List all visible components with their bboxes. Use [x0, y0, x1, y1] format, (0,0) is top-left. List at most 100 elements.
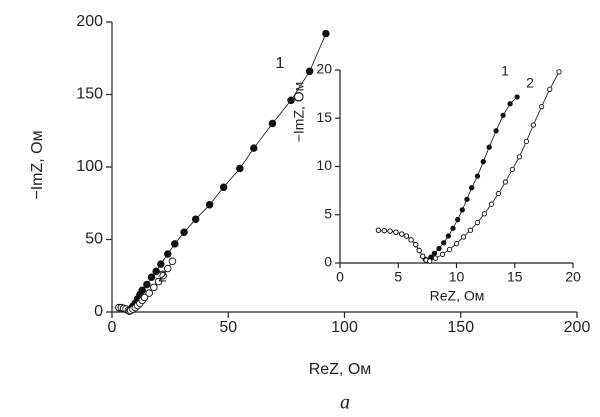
x-tick-label: 20 [565, 269, 581, 285]
data-point [305, 67, 314, 76]
data-point [459, 207, 465, 213]
data-point [445, 233, 451, 239]
data-point [493, 128, 499, 134]
data-point [154, 277, 163, 286]
series-line [378, 71, 560, 262]
series-label: 2 [158, 268, 167, 285]
data-point [168, 257, 177, 266]
x-axis-label: ReZ, Ом [430, 288, 485, 304]
y-axis-label: −ImZ, Ом [29, 130, 46, 199]
data-point [399, 231, 405, 237]
caption: a [340, 392, 350, 414]
data-point [460, 234, 467, 240]
series-label: 1 [275, 55, 284, 72]
data-point [427, 258, 433, 264]
data-point [152, 267, 160, 276]
y-tick-label: 20 [316, 61, 332, 77]
series-label: 1 [501, 63, 509, 79]
data-point [474, 219, 481, 226]
data-point [453, 241, 460, 247]
data-point [416, 247, 422, 254]
data-point [439, 251, 446, 257]
y-tick-label: 100 [76, 158, 103, 175]
data-point [468, 185, 475, 191]
data-point [509, 166, 516, 173]
x-tick-label: 50 [219, 319, 237, 336]
y-tick-label: 0 [324, 254, 332, 270]
data-point [436, 245, 442, 252]
data-point [431, 250, 438, 257]
data-point [441, 240, 447, 246]
data-point [147, 273, 156, 281]
data-point [138, 286, 146, 295]
data-point [486, 144, 492, 150]
series-label: 2 [526, 75, 534, 91]
data-point [514, 94, 520, 100]
data-point [446, 246, 453, 253]
data-point [145, 289, 153, 297]
x-axis-label: ReZ, Ом [309, 361, 372, 378]
data-point [481, 211, 488, 217]
x-tick-label: 150 [447, 319, 474, 336]
y-tick-label: 150 [76, 86, 103, 103]
data-point [420, 253, 426, 259]
data-point [180, 228, 188, 236]
y-tick-label: 10 [316, 157, 332, 173]
data-point [164, 264, 172, 273]
data-point [205, 200, 214, 209]
data-point [450, 225, 456, 231]
y-tick-label: 0 [94, 303, 103, 320]
data-point [464, 196, 470, 202]
y-tick-label: 5 [324, 205, 332, 221]
data-point [538, 104, 545, 110]
data-point [171, 240, 179, 248]
data-point [547, 86, 553, 92]
data-point [387, 228, 393, 234]
data-point [150, 283, 158, 292]
data-point [408, 237, 414, 243]
data-point [375, 227, 382, 233]
data-point [480, 159, 486, 165]
data-point [157, 260, 165, 268]
data-point [474, 173, 481, 179]
y-tick-label: 50 [85, 231, 103, 248]
data-point [488, 201, 495, 207]
data-point [403, 233, 410, 239]
data-point [455, 216, 461, 223]
y-tick-label: 200 [76, 13, 103, 30]
data-point [502, 179, 509, 185]
x-tick-label: 10 [449, 269, 465, 285]
data-point [159, 272, 167, 280]
x-tick-label: 0 [108, 319, 117, 336]
y-axis-label: −ImZ, Ом [291, 82, 307, 143]
data-point [393, 229, 399, 235]
data-point [164, 250, 172, 258]
data-point [432, 255, 439, 261]
data-point [523, 138, 530, 145]
data-point [556, 69, 562, 75]
data-point [530, 122, 537, 128]
chart: 0 5 10 15 20 0 5 10 15 20 ReZ, Ом −ImZ, Ом 1 2 [291, 61, 581, 304]
data-point [516, 154, 523, 160]
x-tick-label: 0 [336, 269, 344, 285]
x-tick-label: 100 [331, 319, 358, 336]
data-point [413, 242, 419, 248]
data-point [322, 29, 330, 38]
data-point [219, 183, 228, 192]
data-point [507, 101, 513, 107]
data-point [191, 215, 200, 223]
data-point [287, 96, 295, 105]
data-point [236, 164, 244, 173]
x-tick-label: 15 [507, 269, 523, 285]
series-line [118, 33, 327, 312]
data-point [500, 112, 506, 119]
data-point [381, 228, 387, 234]
x-tick-label: 5 [394, 269, 402, 285]
data-point [140, 293, 149, 302]
data-point [250, 144, 258, 152]
y-tick-label: 15 [316, 109, 332, 125]
data-point [495, 190, 502, 197]
data-point [467, 227, 474, 233]
